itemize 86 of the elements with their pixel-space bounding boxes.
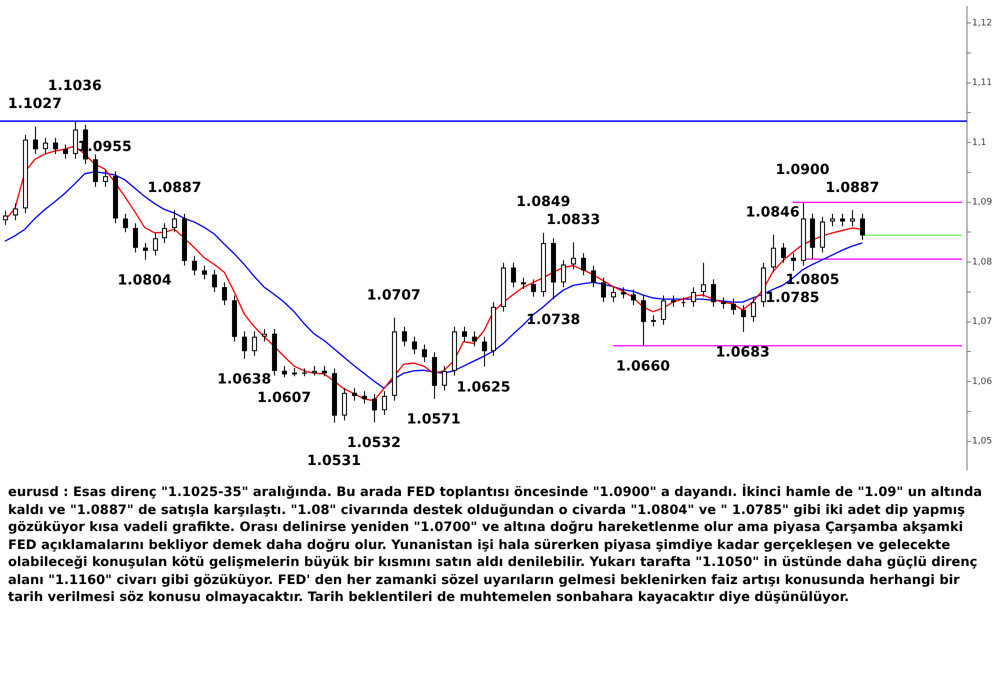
candlestick bbox=[342, 388, 347, 421]
candlestick bbox=[13, 203, 18, 221]
candlestick bbox=[721, 296, 726, 310]
candlestick bbox=[731, 298, 736, 316]
candlestick bbox=[541, 232, 546, 298]
candlestick bbox=[771, 234, 776, 273]
candlestick bbox=[681, 296, 686, 308]
annotation: 1.0683 bbox=[716, 344, 770, 361]
candlestick bbox=[282, 366, 287, 378]
candlestick bbox=[382, 390, 387, 416]
candlestick bbox=[153, 232, 158, 256]
candlestick bbox=[23, 134, 28, 214]
candlestick bbox=[741, 304, 746, 332]
candlestick bbox=[73, 120, 78, 160]
candlestick bbox=[501, 262, 506, 312]
candlestick bbox=[442, 366, 447, 392]
candlestick bbox=[671, 295, 676, 308]
annotation: 1.0900 bbox=[776, 162, 830, 178]
candlestick bbox=[521, 277, 526, 290]
candlestick bbox=[43, 137, 48, 154]
candlestick bbox=[172, 210, 177, 233]
annotation: 1.0805 bbox=[785, 272, 840, 288]
candlestick bbox=[631, 289, 636, 306]
candlestick bbox=[322, 366, 327, 377]
candlestick bbox=[452, 326, 457, 376]
candlestick bbox=[611, 286, 616, 303]
candlestick bbox=[33, 126, 38, 154]
candlestick bbox=[651, 314, 656, 328]
y-tick-label: 1,08 bbox=[972, 257, 992, 268]
candlestick bbox=[661, 295, 666, 326]
annotation: 1.0833 bbox=[546, 212, 600, 228]
candlestick bbox=[252, 330, 257, 356]
annotation: 1.1027 bbox=[8, 96, 62, 112]
candlestick bbox=[143, 242, 148, 260]
annotation: 1.1036 bbox=[48, 78, 102, 94]
candlestick bbox=[561, 260, 566, 288]
candlestick bbox=[103, 168, 108, 188]
candlestick bbox=[691, 286, 696, 308]
candlestick bbox=[751, 296, 756, 322]
candlestick bbox=[202, 265, 207, 280]
candlestick bbox=[53, 137, 58, 154]
candlestick bbox=[482, 336, 487, 368]
y-tick-label: 1,1 bbox=[972, 138, 986, 148]
candlestick bbox=[392, 317, 397, 402]
candlestick bbox=[162, 222, 167, 244]
annotation: 1.0707 bbox=[366, 287, 421, 304]
candlestick bbox=[571, 242, 576, 270]
candlestick bbox=[840, 213, 845, 227]
annotation: 1.0887 bbox=[825, 180, 880, 196]
annotation: 1.0887 bbox=[147, 180, 202, 196]
candlestick bbox=[850, 210, 855, 227]
y-tick-label: 1,09 bbox=[972, 198, 992, 208]
y-tick-label: 1,12 bbox=[972, 18, 992, 28]
candlestick bbox=[791, 252, 796, 272]
annotation: 1.0607 bbox=[257, 390, 312, 406]
y-tick-label: 1,06 bbox=[972, 376, 992, 387]
candlestick bbox=[472, 330, 477, 347]
candlestick bbox=[801, 202, 806, 266]
annotation: 1.0532 bbox=[346, 434, 401, 451]
annotation: 1.0849 bbox=[516, 194, 570, 210]
annotation: 1.0785 bbox=[766, 290, 820, 306]
candlestick bbox=[3, 210, 8, 226]
annotation: 1.0571 bbox=[406, 412, 461, 428]
y-tick-label: 1,05 bbox=[972, 436, 992, 447]
candlestick bbox=[761, 262, 766, 308]
candlestick bbox=[352, 388, 357, 402]
candlestick bbox=[312, 366, 317, 376]
candlestick bbox=[262, 328, 267, 342]
text: eurusd : Esas direnç "1.1025-35" aralığında. Bu arada FED toplantısı öncesinde "1.0900" a dayandı. İkinci hamle de "1.09" un altında kaldı ve "1.0887" de satışla karşılaştı. "1.08" civarında destek olduğundan o civarda "1.0804" ve " 1.0785" gibi iki adet dip yapmış gözüküyor kısa vadeli grafikte. Orası delinirse yeniden "1.0700" ve altına doğru hareketlenme olur ama piyasa Çarşamba akşamki FED açıklamalarını bekliyor demek daha doğru olur. Yunanistan işi hala sürerken piyasa şimdiye kadar gerçekleşen ve gelecekte olabileceği konuşulan kötü gelişmelerin büyük bir kısmını satın aldı denilebilir. Yukarı tarafta "1.1050" in üstünde daha güçlü direnç alanı "1.1160" civarı gibi gözüküyor. FED' den her zamanki sözel uyarıların gelmesi beklenirken faiz artışı konusunda herhangi bir tarih verilmesi söz konusu olmayacaktır. Tarih beklentileri de muhtemelen sonbahara kayacaktır diye düşünülüyor. bbox=[8, 484, 984, 606]
annotation: 1.0531 bbox=[306, 452, 361, 469]
candlestick bbox=[63, 144, 68, 160]
annotation: 1.0846 bbox=[746, 204, 800, 220]
annotation: 1.0638 bbox=[217, 372, 272, 388]
candlestick bbox=[462, 326, 467, 342]
candlestick bbox=[491, 302, 496, 356]
annotation: 1.0660 bbox=[616, 358, 670, 374]
candlestick bbox=[830, 213, 835, 227]
annotation: 1.0625 bbox=[456, 379, 511, 396]
candlestick bbox=[362, 390, 367, 404]
candlestick bbox=[820, 216, 825, 254]
annotation: 1.0804 bbox=[118, 272, 172, 288]
annotation: 1.0738 bbox=[526, 312, 580, 328]
y-tick-label: 1,11 bbox=[972, 78, 992, 88]
y-tick-label: 1,07 bbox=[972, 317, 992, 328]
candlestick bbox=[701, 262, 706, 298]
candlestick bbox=[621, 286, 626, 300]
